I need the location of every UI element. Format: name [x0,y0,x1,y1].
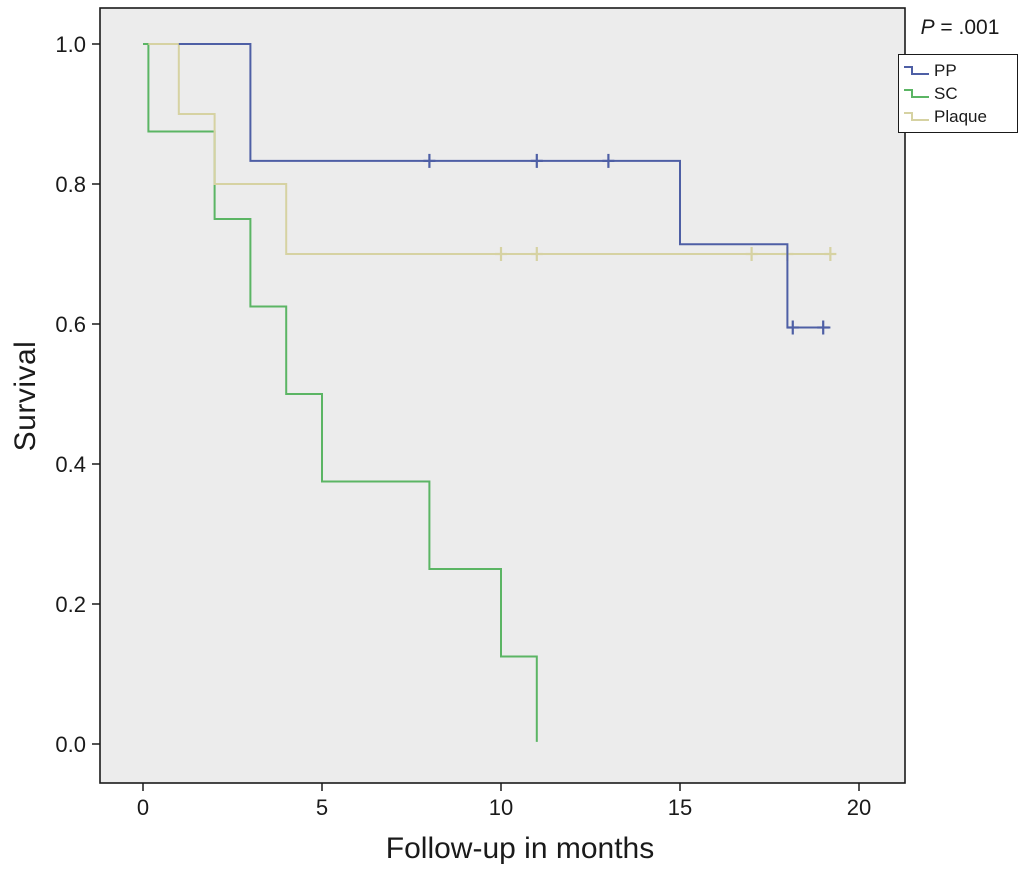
y-tick-label: 0.8 [55,172,86,197]
y-tick-label: 1.0 [55,32,86,57]
plot-frame [99,7,906,784]
plot-area [100,8,905,783]
legend-item-sc: SC [903,82,1014,105]
legend-label-pp: PP [934,60,957,80]
x-tick-label: 15 [668,795,692,820]
p-value-symbol: P [920,16,935,39]
y-tick-label: 0.0 [55,732,86,757]
legend-key-line-plaque [904,111,929,121]
legend-key-line-sc [904,88,929,98]
legend-key-pp [904,65,929,75]
y-tick-label: 0.2 [55,592,86,617]
y-tick-label: 0.4 [55,452,86,477]
legend-label-plaque: Plaque [934,106,987,126]
legend-item-pp: PP [903,59,1014,82]
legend-item-plaque: Plaque [903,105,1014,128]
x-axis-title: Follow-up in months [385,832,655,865]
p-value-label: P = .001 [898,16,1022,40]
x-tick-label: 10 [489,795,513,820]
y-axis-title: Survival [9,340,42,452]
legend-key-plaque [904,111,929,121]
y-tick-label: 0.6 [55,312,86,337]
legend-key-sc [904,88,929,98]
series-line-sc [143,43,538,742]
legend: PP SC Plaque [898,54,1018,133]
x-tick-label: 20 [847,795,871,820]
p-value-number: = .001 [934,16,1000,39]
x-tick-label: 5 [316,795,328,820]
legend-label-sc: SC [934,83,958,103]
x-tick-label: 0 [137,795,149,820]
legend-key-line-pp [904,65,929,75]
series-line-plaque [148,43,836,255]
series-line-pp [178,43,831,329]
